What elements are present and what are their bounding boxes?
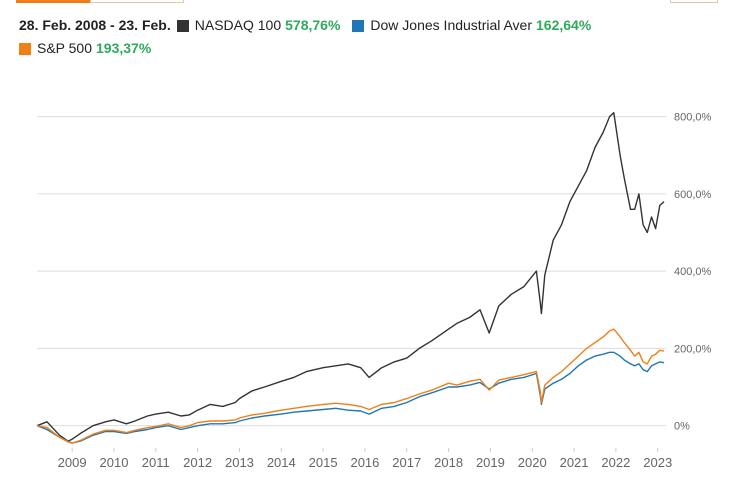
y-tick-label: 200,0% [674, 343, 712, 355]
legend-value-nasdaq: 578,76% [285, 17, 341, 33]
legend-name-dow: Dow Jones Industrial Aver [370, 17, 533, 33]
x-tick-label: 2016 [350, 455, 379, 470]
legend-name-sp500: S&P 500 [37, 40, 93, 56]
y-tick-label: 800,0% [674, 112, 712, 124]
legend-item-nasdaq[interactable]: NASDAQ 100 578,76% [176, 14, 341, 37]
x-tick-label: 2012 [183, 455, 212, 470]
legend: 28. Feb. 2008 - 23. Feb. NASDAQ 100 578,… [19, 14, 719, 60]
x-tick-label: 2018 [434, 455, 463, 470]
x-tick-label: 2010 [100, 455, 129, 470]
date-range: 28. Feb. 2008 - 23. Feb. [19, 17, 171, 33]
y-tick-label: 0% [674, 421, 690, 433]
legend-row-1: 28. Feb. 2008 - 23. Feb. NASDAQ 100 578,… [19, 14, 719, 37]
x-tick-label: 2013 [225, 455, 254, 470]
x-tick-label: 2015 [309, 455, 338, 470]
legend-row-2: S&P 500 193,37% [19, 37, 719, 60]
x-tick-label: 2019 [476, 455, 505, 470]
x-tick-label: 2020 [518, 455, 547, 470]
x-tick-label: 2014 [267, 455, 296, 470]
series-line-nasdaq[interactable] [36, 112, 665, 442]
series-line-sp500[interactable] [36, 328, 665, 444]
legend-swatch-nasdaq [176, 19, 189, 32]
x-tick-label: 2011 [142, 455, 170, 470]
x-tick-label: 2023 [643, 455, 672, 470]
y-tick-label: 400,0% [674, 266, 712, 278]
top-right-control[interactable] [670, 0, 718, 3]
x-tick-label: 2022 [601, 455, 630, 470]
legend-swatch-sp500 [19, 42, 31, 55]
x-tick-label: 2021 [560, 455, 589, 470]
x-tick-label: 2009 [58, 455, 87, 470]
tab-active-indicator[interactable] [16, 0, 90, 3]
y-axis-ticks: 0% 200,0% 400,0% 600,0% 800,0% [674, 112, 712, 433]
grid-lines [37, 116, 666, 427]
x-axis-ticks: 2009 2010 2011 2012 2013 2014 2015 2016 2017 2018… [58, 448, 672, 470]
legend-name-nasdaq: NASDAQ 100 [194, 17, 282, 33]
legend-value-sp500: 193,37% [96, 40, 152, 56]
series-lines [36, 112, 665, 444]
legend-item-sp500[interactable]: S&P 500 193,37% [19, 37, 151, 60]
x-tick-label: 2017 [392, 455, 421, 470]
y-tick-label: 600,0% [674, 189, 712, 201]
series-line-dow[interactable] [36, 351, 665, 444]
legend-value-dow: 162,64% [536, 17, 592, 33]
tab-inactive[interactable] [90, 0, 184, 3]
legend-item-dow[interactable]: Dow Jones Industrial Aver 162,64% [352, 14, 591, 37]
legend-swatch-dow [352, 19, 365, 32]
